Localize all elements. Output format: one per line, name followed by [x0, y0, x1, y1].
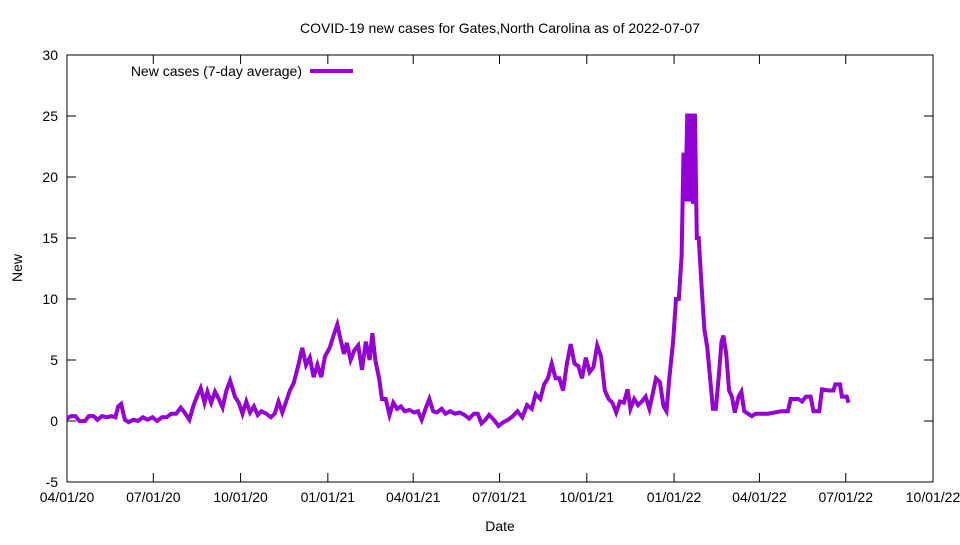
y-tick-label: 0: [50, 413, 58, 429]
x-tick-label: 01/01/21: [301, 489, 356, 505]
y-tick-label: 10: [42, 291, 58, 307]
y-tick-label: 30: [42, 47, 58, 63]
x-axis: 04/01/20 07/01/20 10/01/20 01/01/21 04/01/21…: [40, 55, 960, 505]
plot-frame: [67, 55, 933, 482]
y-tick-label: -5: [46, 474, 59, 490]
x-tick-label: 07/01/20: [126, 489, 181, 505]
x-tick-label: 10/01/20: [213, 489, 268, 505]
x-tick-label: 04/01/21: [386, 489, 441, 505]
y-tick-label: 5: [50, 352, 58, 368]
x-tick-label: 01/01/22: [647, 489, 702, 505]
y-axis: -5 0 5 10 15 20 25 30: [42, 47, 933, 490]
x-tick-label: 04/01/20: [40, 489, 95, 505]
x-axis-label: Date: [485, 518, 515, 534]
x-tick-label: 10/01/21: [560, 489, 615, 505]
x-tick-label: 07/01/21: [472, 489, 527, 505]
y-tick-label: 25: [42, 108, 58, 124]
y-tick-label: 15: [42, 230, 58, 246]
x-tick-label: 04/01/22: [732, 489, 787, 505]
series-group: [67, 113, 849, 426]
series-line: [67, 114, 849, 426]
chart-title: COVID-19 new cases for Gates,North Carol…: [300, 20, 700, 36]
legend-label: New cases (7-day average): [131, 63, 302, 79]
y-axis-label: New: [9, 253, 25, 282]
x-tick-label: 10/01/22: [906, 489, 960, 505]
y-tick-label: 20: [42, 169, 58, 185]
legend: New cases (7-day average): [131, 63, 353, 79]
x-tick-label: 07/01/22: [818, 489, 873, 505]
